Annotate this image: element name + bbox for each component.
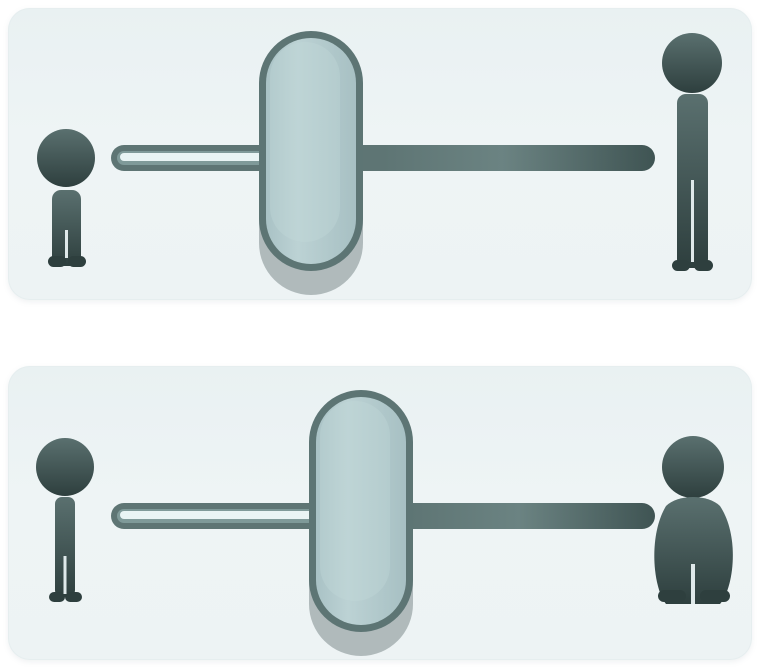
weight-slider-knob[interactable] bbox=[309, 390, 413, 656]
height-slider-track[interactable] bbox=[111, 145, 655, 171]
tall-person-icon bbox=[662, 33, 722, 271]
weight-slider-panel bbox=[8, 366, 752, 660]
weight-slider-graphic bbox=[36, 390, 733, 656]
height-slider-graphic bbox=[37, 31, 722, 295]
short-person-icon bbox=[37, 129, 95, 267]
height-slider-knob[interactable] bbox=[259, 31, 363, 295]
heavy-person-icon bbox=[654, 436, 733, 604]
thin-person-icon bbox=[36, 438, 94, 602]
height-slider-panel bbox=[8, 8, 752, 300]
